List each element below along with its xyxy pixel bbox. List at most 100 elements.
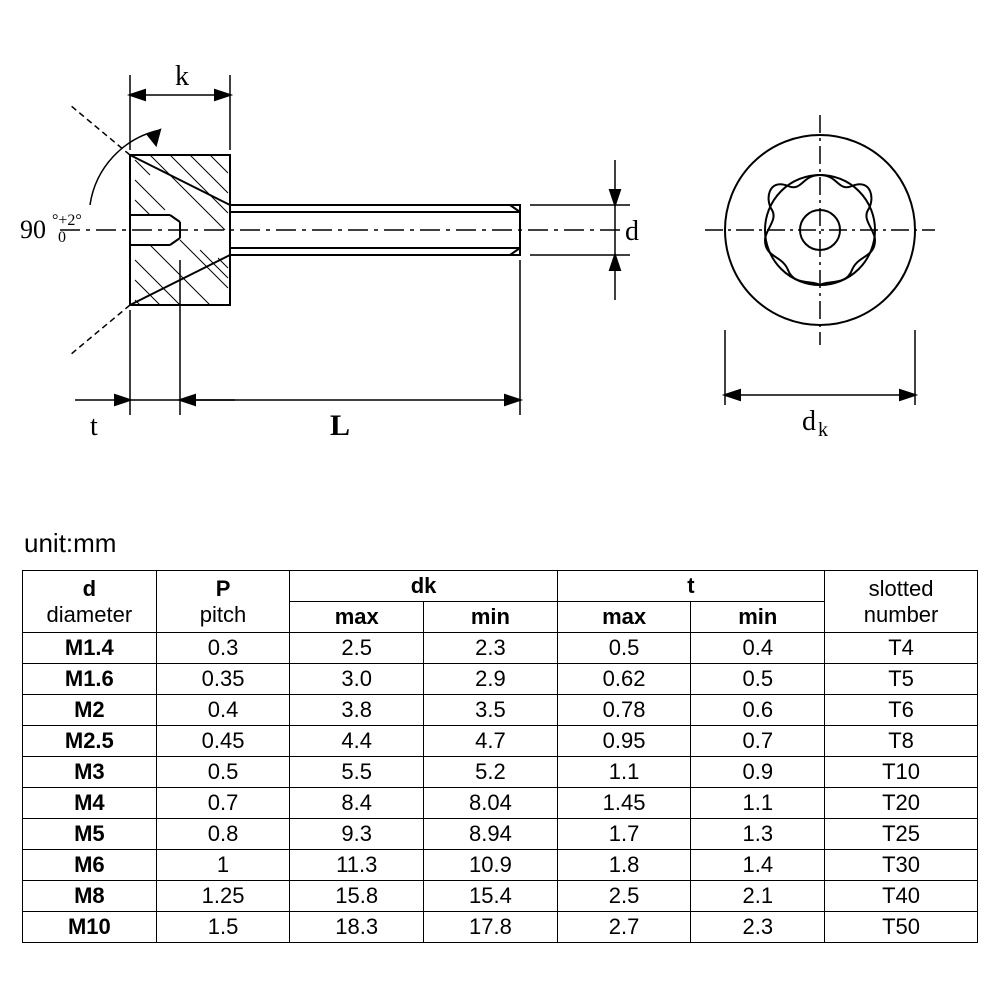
cell-tmin: 1.1 [691, 788, 825, 819]
cell-dkmax: 3.0 [290, 664, 424, 695]
table-row: M20.43.83.50.780.6T6 [23, 695, 978, 726]
cell-slot: T6 [825, 695, 978, 726]
hdr-t-min: min [691, 602, 825, 633]
cell-dkmin: 17.8 [424, 912, 558, 943]
cell-dkmax: 11.3 [290, 850, 424, 881]
label-L: L [330, 409, 350, 442]
cell-tmax: 1.45 [557, 788, 691, 819]
cell-dkmin: 2.3 [424, 633, 558, 664]
hdr-dk: dk [290, 571, 557, 602]
cell-p: 0.35 [156, 664, 290, 695]
cell-dkmax: 18.3 [290, 912, 424, 943]
spec-table: d diameter P pitch dk t slotted number m… [22, 570, 978, 943]
cell-dkmax: 5.5 [290, 757, 424, 788]
hdr-dk-max-txt: max [335, 604, 379, 629]
label-t: t [90, 411, 98, 442]
cell-p: 0.8 [156, 819, 290, 850]
cell-tmax: 1.7 [557, 819, 691, 850]
cell-d: M1.4 [23, 633, 157, 664]
hdr-slot: slotted number [825, 571, 978, 633]
label-dk-d: d [802, 406, 816, 437]
cell-tmax: 1.8 [557, 850, 691, 881]
cell-tmax: 2.7 [557, 912, 691, 943]
cell-slot: T8 [825, 726, 978, 757]
cell-tmin: 0.9 [691, 757, 825, 788]
cell-dkmin: 3.5 [424, 695, 558, 726]
cell-dkmax: 3.8 [290, 695, 424, 726]
cell-tmin: 0.4 [691, 633, 825, 664]
cell-p: 0.4 [156, 695, 290, 726]
cell-p: 0.5 [156, 757, 290, 788]
table-row: M50.89.38.941.71.3T25 [23, 819, 978, 850]
cell-tmax: 0.95 [557, 726, 691, 757]
table-row: M2.50.454.44.70.950.7T8 [23, 726, 978, 757]
hdr-t-max-txt: max [602, 604, 646, 629]
cell-slot: T40 [825, 881, 978, 912]
cell-slot: T25 [825, 819, 978, 850]
label-angle: 90 [20, 215, 46, 244]
label-dk-k: k [818, 419, 828, 441]
cell-d: M2 [23, 695, 157, 726]
label-angle-tol-bot: 0 [58, 229, 66, 246]
hdr-p-main: P [216, 576, 231, 601]
label-angle-tol-top: °+2° [52, 212, 82, 229]
cell-slot: T5 [825, 664, 978, 695]
hdr-p-sub: pitch [200, 602, 246, 627]
cell-slot: T30 [825, 850, 978, 881]
table-row: M30.55.55.21.10.9T10 [23, 757, 978, 788]
cell-slot: T10 [825, 757, 978, 788]
cell-d: M6 [23, 850, 157, 881]
cell-tmin: 1.4 [691, 850, 825, 881]
table-row: M1.40.32.52.30.50.4T4 [23, 633, 978, 664]
hdr-d-main: d [83, 576, 96, 601]
cell-tmax: 0.62 [557, 664, 691, 695]
cell-dkmin: 8.04 [424, 788, 558, 819]
cell-slot: T4 [825, 633, 978, 664]
cell-p: 1.25 [156, 881, 290, 912]
hdr-d: d diameter [23, 571, 157, 633]
cell-tmin: 0.6 [691, 695, 825, 726]
hdr-t-txt: t [687, 573, 694, 598]
cell-tmin: 2.1 [691, 881, 825, 912]
label-k: k [175, 61, 189, 92]
hdr-t-max: max [557, 602, 691, 633]
hdr-dk-min-txt: min [471, 604, 510, 629]
hdr-dk-max: max [290, 602, 424, 633]
cell-dkmax: 9.3 [290, 819, 424, 850]
cell-tmin: 2.3 [691, 912, 825, 943]
cell-slot: T50 [825, 912, 978, 943]
cell-d: M5 [23, 819, 157, 850]
hdr-p: P pitch [156, 571, 290, 633]
table-row: M81.2515.815.42.52.1T40 [23, 881, 978, 912]
hdr-d-sub: diameter [47, 602, 133, 627]
cell-p: 1 [156, 850, 290, 881]
hdr-slot-main: slotted [869, 576, 934, 601]
cell-tmax: 1.1 [557, 757, 691, 788]
cell-dkmax: 15.8 [290, 881, 424, 912]
cell-p: 0.45 [156, 726, 290, 757]
cell-d: M2.5 [23, 726, 157, 757]
cell-d: M10 [23, 912, 157, 943]
cell-dkmax: 8.4 [290, 788, 424, 819]
cell-dkmin: 5.2 [424, 757, 558, 788]
cell-dkmin: 8.94 [424, 819, 558, 850]
cell-slot: T20 [825, 788, 978, 819]
cell-d: M8 [23, 881, 157, 912]
cell-p: 1.5 [156, 912, 290, 943]
unit-label: unit:mm [24, 528, 116, 559]
cell-p: 0.7 [156, 788, 290, 819]
cell-tmin: 0.7 [691, 726, 825, 757]
cell-dkmax: 4.4 [290, 726, 424, 757]
cell-d: M1.6 [23, 664, 157, 695]
hdr-dk-txt: dk [411, 573, 437, 598]
cell-dkmin: 2.9 [424, 664, 558, 695]
cell-p: 0.3 [156, 633, 290, 664]
cell-dkmax: 2.5 [290, 633, 424, 664]
hdr-t: t [557, 571, 824, 602]
cell-tmin: 0.5 [691, 664, 825, 695]
cell-dkmin: 10.9 [424, 850, 558, 881]
cell-dkmin: 15.4 [424, 881, 558, 912]
table-row: M6111.310.91.81.4T30 [23, 850, 978, 881]
hdr-t-min-txt: min [738, 604, 777, 629]
table-row: M101.518.317.82.72.3T50 [23, 912, 978, 943]
